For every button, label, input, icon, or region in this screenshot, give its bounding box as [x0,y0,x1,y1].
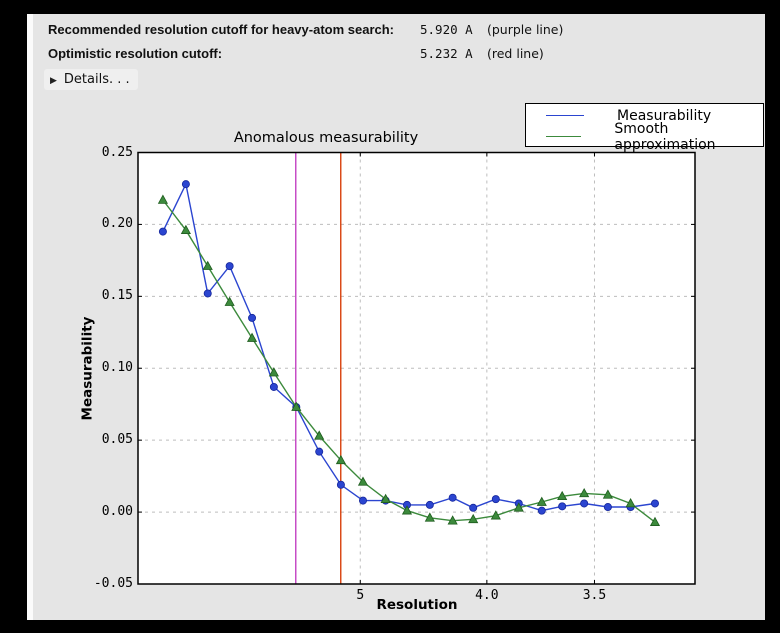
plot-frame [137,151,696,585]
data-point-measurability [603,503,612,512]
data-point-measurability [248,313,257,322]
data-point-measurability [448,493,457,502]
y-tick-label: 0.25 [101,144,133,160]
data-point-smooth-approximation [557,490,568,501]
data-point-smooth-approximation [335,454,346,465]
x-tick-label: 4.0 [475,588,499,603]
data-point-measurability [469,503,478,512]
data-point-smooth-approximation [625,498,636,508]
legend-label: Measurability [617,107,712,124]
optimistic-cutoff-value: 5.232 A [420,46,473,61]
disclosure-triangle-icon: ▶ [50,74,57,85]
optimistic-cutoff-note: (red line) [487,46,544,61]
window-left-edge [27,14,33,620]
data-point-smooth-approximation [424,512,435,522]
legend-item-measurability: Measurability [526,105,763,126]
data-point-measurability [491,495,500,504]
data-point-smooth-approximation [246,332,258,342]
y-tick-label: 0.00 [101,504,133,520]
data-point-measurability [269,382,278,391]
optimistic-cutoff-label: Optimistic resolution cutoff: [48,46,223,61]
data-point-smooth-approximation [401,505,413,515]
data-point-smooth-approximation [291,401,302,411]
data-point-smooth-approximation [357,476,369,486]
legend-item-smooth-approximation: Smooth approximation [526,121,763,153]
data-point-smooth-approximation [224,296,235,306]
y-tick-label: -0.05 [93,576,133,591]
data-point-smooth-approximation [314,430,325,440]
data-point-measurability [158,227,167,236]
data-point-measurability [580,499,589,508]
data-point-smooth-approximation [490,510,501,520]
data-point-smooth-approximation [602,489,613,499]
data-point-smooth-approximation [649,516,661,526]
data-point-measurability [650,499,659,508]
data-point-measurability [315,447,324,456]
plot-area [138,152,695,584]
data-point-measurability [537,506,546,515]
data-point-measurability [558,502,567,511]
data-point-smooth-approximation [536,496,547,506]
x-axis-label: Resolution [376,597,458,613]
chart-legend: Measurability Smooth approximation [525,103,764,153]
x-tick-label: 5 [356,588,365,603]
data-point-measurability [225,262,234,271]
smooth-approximation-line-sample [546,136,582,137]
data-point-smooth-approximation [513,502,524,512]
recommended-cutoff-label: Recommended resolution cutoff for heavy-… [48,22,395,37]
details-disclosure-button[interactable]: ▶ Details. . . [44,69,138,90]
x-tick-label: 3.5 [582,588,607,603]
data-point-smooth-approximation [579,487,590,498]
measurability-line-sample [546,115,584,116]
data-point-smooth-approximation [268,367,279,377]
recommended-cutoff-value: 5.920 A [420,22,473,37]
y-tick-label: 0.20 [101,216,133,232]
data-point-measurability [336,480,345,489]
data-point-smooth-approximation [447,515,458,525]
data-point-smooth-approximation [180,224,191,234]
legend-label: Smooth approximation [614,120,716,153]
data-point-smooth-approximation [157,194,168,204]
y-tick-label: 0.10 [101,360,133,376]
data-point-smooth-approximation [468,513,479,524]
data-point-smooth-approximation [380,493,391,503]
data-point-measurability [425,500,434,509]
data-point-measurability [203,289,212,298]
y-tick-label: 0.05 [101,432,133,448]
data-point-measurability [358,496,367,505]
details-label: Details. . . [63,72,130,87]
y-tick-label: 0.15 [101,288,133,304]
chart-title: Anomalous measurability [233,130,419,146]
recommended-cutoff-note: (purple line) [487,22,564,37]
data-point-measurability [181,180,190,189]
data-point-smooth-approximation [202,260,213,270]
